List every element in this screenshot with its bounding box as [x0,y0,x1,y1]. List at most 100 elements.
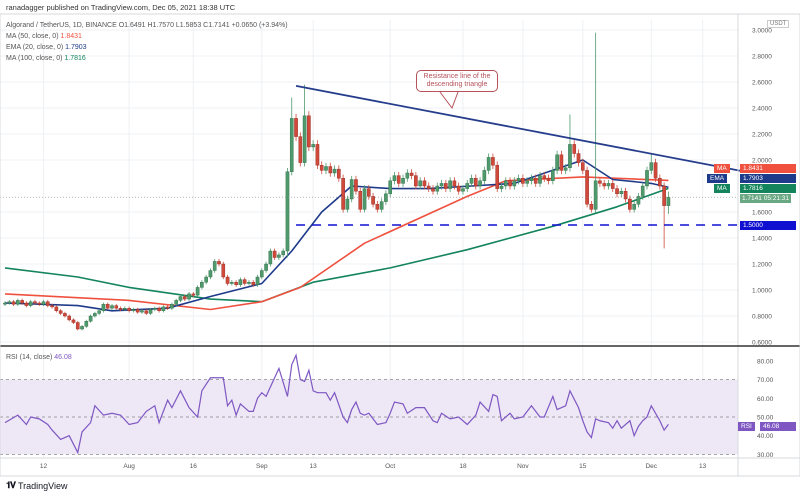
candle-body [200,282,204,288]
last-price: 1.7141 [742,195,762,202]
price-tick-label: 0.6000 [752,340,772,347]
candle-body [63,313,67,317]
candle-body [555,154,559,171]
candle-body [7,301,12,304]
candle-body [512,180,517,187]
candle-body [585,170,589,205]
candle-body [114,305,119,309]
time-tick-label: Aug [123,463,135,470]
candle-body [238,279,243,286]
candle-body [123,308,127,310]
candle-body [332,168,337,174]
candle-body [431,188,435,192]
ma100-tag-name: MA [714,184,730,193]
candle-body [217,261,221,265]
price-tick-label: 2.2000 [752,132,772,139]
candle-body [568,144,572,168]
candle-body [640,185,645,197]
candle-body [414,175,418,187]
candle-body [148,309,153,314]
candle-body [264,263,268,271]
candle-body [615,188,619,195]
price-tick-label: 1.2000 [752,262,772,269]
candle-body [444,183,448,189]
candle-body [503,180,508,187]
legend-ma100[interactable]: MA (100, close, 0) 1.7816 [6,53,288,64]
candle-body [294,118,298,137]
candle-body [589,203,594,210]
axes: 3.0000 2.8000 2.6000 2.4000 2.2000 2.0000 1.60… [0,13,800,477]
price-tick-label: 1.4000 [752,236,772,243]
candle-body [499,185,504,189]
candle-body [54,306,59,311]
candle-body [581,162,585,171]
candle-body [354,179,358,192]
ma50-value: 1.8431 [60,33,82,40]
candle-body [328,166,333,174]
candle-body [80,326,84,330]
candle-body [135,309,140,313]
candle-body [3,302,7,305]
candle-body [516,177,521,181]
rsi-tag-value: 46.08 [760,422,796,431]
candle-body [474,177,478,187]
last-price-tag: 1.7141 05:21:31 [740,194,792,203]
candle-body [319,164,324,171]
candle-body [93,313,97,317]
candle-body [645,170,649,187]
legend-rsi[interactable]: RSI (14, close) 46.08 [6,354,72,361]
candle-body [653,162,658,179]
candle-body [110,305,114,309]
candle-body [456,185,461,192]
candle-body [495,164,500,189]
candle-body [422,180,427,187]
candle-body [448,180,452,189]
candle-body [469,177,474,184]
candle-body [529,177,534,181]
legend-ema20[interactable]: EMA (20, close, 0) 1.7903 [6,42,288,53]
callout-pointer [439,91,459,110]
candle-body [187,293,191,300]
candle-body [362,188,367,210]
candle-body [84,321,89,327]
candle-body [610,183,615,189]
candle-body [315,144,320,166]
candle-body [178,296,183,301]
candle-body [452,180,457,187]
resistance-trendline [295,85,746,173]
drawings[interactable] [0,85,746,226]
candle-body [165,306,170,309]
candle-body [208,270,213,278]
brand-name: TradingView [17,480,68,491]
chart-frame [0,13,800,477]
legend-ma50[interactable]: MA (50, close, 0) 1.8431 [6,31,288,42]
time-tick-label: Oct [385,463,395,470]
candle-body [272,250,277,258]
legend: Algorand / TetherUS, 1D, BINANCE O1.6491… [6,20,288,64]
candle-body [311,144,315,148]
moving-averages [4,159,669,312]
candle-body [521,177,525,184]
currency-label[interactable]: USDT [767,20,790,28]
time-tick-label: 18 [459,463,467,470]
price-tick-label: 3.0000 [752,28,772,35]
rsi-tick-label: 50.00 [757,415,774,422]
candle-body [461,188,465,192]
candle-body [324,166,328,171]
candle-body [182,296,187,300]
candle-body [341,177,345,210]
candle-body [418,180,422,187]
time-tick-label: Dec [645,463,657,470]
candle-body [260,270,264,278]
candle-body [50,305,54,308]
rsi-line [4,353,669,455]
candles [3,32,671,331]
ema20-tag-value: 1.7903 [740,174,796,183]
candle-body [401,177,405,184]
support-tag: 1.5000 [740,221,796,230]
price-tick-label: 2.8000 [752,54,772,61]
time-tick-label: 15 [579,463,587,470]
candle-body [367,188,371,197]
annotation-callout[interactable]: Resistance line of the descending triang… [416,70,498,92]
